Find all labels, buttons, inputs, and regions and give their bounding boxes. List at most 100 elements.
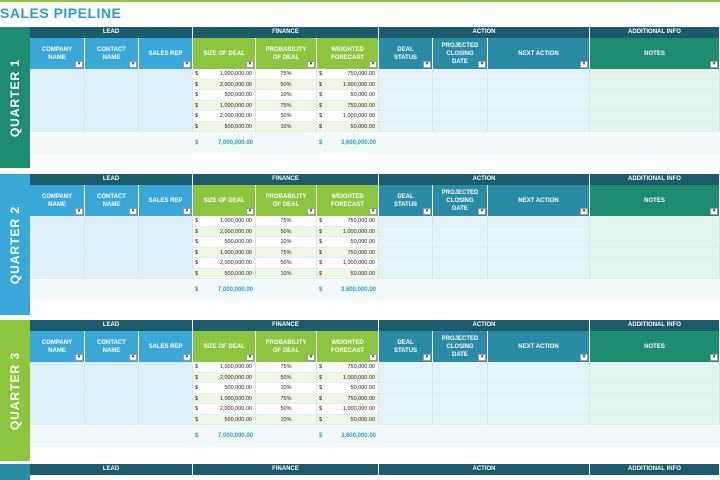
cell-rep[interactable] bbox=[139, 414, 193, 425]
column-header-rep[interactable]: SALES REP ▾ bbox=[139, 331, 193, 362]
cell-rep[interactable] bbox=[139, 69, 193, 80]
cell-contact[interactable] bbox=[85, 247, 139, 258]
cell-weighted[interactable]: $1,000,000.00 bbox=[317, 404, 379, 415]
cell-notes[interactable] bbox=[590, 268, 720, 279]
cell-contact[interactable] bbox=[85, 362, 139, 373]
filter-dropdown-icon[interactable]: ▾ bbox=[246, 208, 254, 215]
cell-notes[interactable] bbox=[590, 362, 720, 373]
cell-company[interactable] bbox=[30, 79, 85, 90]
cell-closing[interactable] bbox=[433, 258, 488, 269]
cell-contact[interactable] bbox=[85, 90, 139, 101]
cell-rep[interactable] bbox=[139, 237, 193, 248]
filter-dropdown-icon[interactable]: ▾ bbox=[129, 354, 137, 361]
cell-closing[interactable] bbox=[433, 226, 488, 237]
filter-dropdown-icon[interactable]: ▾ bbox=[478, 61, 486, 68]
cell-status[interactable] bbox=[379, 90, 433, 101]
column-header-prob[interactable]: PROBABILITY OF DEAL ▾ bbox=[256, 38, 317, 69]
cell-closing[interactable] bbox=[433, 100, 488, 111]
cell-weighted[interactable]: $50,000.00 bbox=[317, 237, 379, 248]
cell-size[interactable]: $1,000,000.00 bbox=[193, 216, 256, 227]
cell-status[interactable] bbox=[379, 258, 433, 269]
cell-rep[interactable] bbox=[139, 79, 193, 90]
column-header-next[interactable]: NEXT ACTION ▾ bbox=[488, 38, 590, 69]
cell-size[interactable]: $500,000.00 bbox=[193, 383, 256, 394]
cell-closing[interactable] bbox=[433, 121, 488, 132]
cell-size[interactable]: $2,000,000.00 bbox=[193, 79, 256, 90]
filter-dropdown-icon[interactable]: ▾ bbox=[129, 61, 137, 68]
cell-company[interactable] bbox=[30, 237, 85, 248]
cell-notes[interactable] bbox=[590, 393, 720, 404]
cell-closing[interactable] bbox=[433, 362, 488, 373]
cell-notes[interactable] bbox=[590, 90, 720, 101]
cell-weighted[interactable]: $750,000.00 bbox=[317, 362, 379, 373]
filter-dropdown-icon[interactable]: ▾ bbox=[183, 61, 191, 68]
filter-dropdown-icon[interactable]: ▾ bbox=[369, 61, 377, 68]
filter-dropdown-icon[interactable]: ▾ bbox=[710, 354, 718, 361]
cell-contact[interactable] bbox=[85, 121, 139, 132]
column-header-notes[interactable]: NOTES ▾ bbox=[590, 38, 720, 69]
column-header-status[interactable]: DEAL STATUS ▾ bbox=[379, 38, 433, 69]
cell-size[interactable]: $2,000,000.00 bbox=[193, 372, 256, 383]
cell-company[interactable] bbox=[30, 226, 85, 237]
cell-rep[interactable] bbox=[139, 372, 193, 383]
filter-dropdown-icon[interactable]: ▾ bbox=[183, 354, 191, 361]
cell-notes[interactable] bbox=[590, 237, 720, 248]
cell-contact[interactable] bbox=[85, 258, 139, 269]
column-header-company[interactable]: COMPANY NAME ▾ bbox=[30, 331, 85, 362]
cell-closing[interactable] bbox=[433, 247, 488, 258]
cell-status[interactable] bbox=[379, 247, 433, 258]
cell-size[interactable]: $1,000,000.00 bbox=[193, 247, 256, 258]
cell-company[interactable] bbox=[30, 69, 85, 80]
cell-rep[interactable] bbox=[139, 393, 193, 404]
column-header-prob[interactable]: PROBABILITY OF DEAL ▾ bbox=[256, 331, 317, 362]
filter-dropdown-icon[interactable]: ▾ bbox=[710, 61, 718, 68]
cell-size[interactable]: $1,000,000.00 bbox=[193, 100, 256, 111]
cell-company[interactable] bbox=[30, 121, 85, 132]
cell-closing[interactable] bbox=[433, 90, 488, 101]
cell-next[interactable] bbox=[488, 393, 590, 404]
cell-prob[interactable]: 50% bbox=[256, 226, 317, 237]
cell-weighted[interactable]: $750,000.00 bbox=[317, 393, 379, 404]
cell-closing[interactable] bbox=[433, 268, 488, 279]
cell-next[interactable] bbox=[488, 362, 590, 373]
column-header-prob[interactable]: PROBABILITY OF DEAL ▾ bbox=[256, 185, 317, 216]
filter-dropdown-icon[interactable]: ▾ bbox=[580, 354, 588, 361]
cell-prob[interactable]: 75% bbox=[256, 216, 317, 227]
cell-prob[interactable]: 75% bbox=[256, 69, 317, 80]
cell-status[interactable] bbox=[379, 383, 433, 394]
column-header-rep[interactable]: SALES REP ▾ bbox=[139, 38, 193, 69]
cell-prob[interactable]: 50% bbox=[256, 79, 317, 90]
cell-notes[interactable] bbox=[590, 79, 720, 90]
column-header-size[interactable]: SIZE OF DEAL ▾ bbox=[193, 331, 256, 362]
cell-notes[interactable] bbox=[590, 100, 720, 111]
cell-company[interactable] bbox=[30, 100, 85, 111]
cell-next[interactable] bbox=[488, 414, 590, 425]
cell-weighted[interactable]: $50,000.00 bbox=[317, 268, 379, 279]
cell-contact[interactable] bbox=[85, 414, 139, 425]
cell-prob[interactable]: 50% bbox=[256, 111, 317, 122]
cell-rep[interactable] bbox=[139, 100, 193, 111]
column-header-company[interactable]: COMPANY NAME ▾ bbox=[30, 185, 85, 216]
cell-rep[interactable] bbox=[139, 404, 193, 415]
cell-prob[interactable]: 75% bbox=[256, 100, 317, 111]
cell-notes[interactable] bbox=[590, 404, 720, 415]
cell-contact[interactable] bbox=[85, 79, 139, 90]
cell-contact[interactable] bbox=[85, 111, 139, 122]
cell-rep[interactable] bbox=[139, 90, 193, 101]
cell-size[interactable]: $2,000,000.00 bbox=[193, 226, 256, 237]
cell-prob[interactable]: 10% bbox=[256, 121, 317, 132]
cell-notes[interactable] bbox=[590, 258, 720, 269]
filter-dropdown-icon[interactable]: ▾ bbox=[307, 354, 315, 361]
cell-contact[interactable] bbox=[85, 268, 139, 279]
cell-prob[interactable]: 10% bbox=[256, 237, 317, 248]
cell-notes[interactable] bbox=[590, 383, 720, 394]
cell-next[interactable] bbox=[488, 100, 590, 111]
cell-company[interactable] bbox=[30, 90, 85, 101]
cell-status[interactable] bbox=[379, 121, 433, 132]
cell-company[interactable] bbox=[30, 268, 85, 279]
cell-company[interactable] bbox=[30, 404, 85, 415]
cell-closing[interactable] bbox=[433, 404, 488, 415]
cell-next[interactable] bbox=[488, 237, 590, 248]
cell-company[interactable] bbox=[30, 414, 85, 425]
column-header-weighted[interactable]: WEIGHTED FORECAST ▾ bbox=[317, 331, 379, 362]
